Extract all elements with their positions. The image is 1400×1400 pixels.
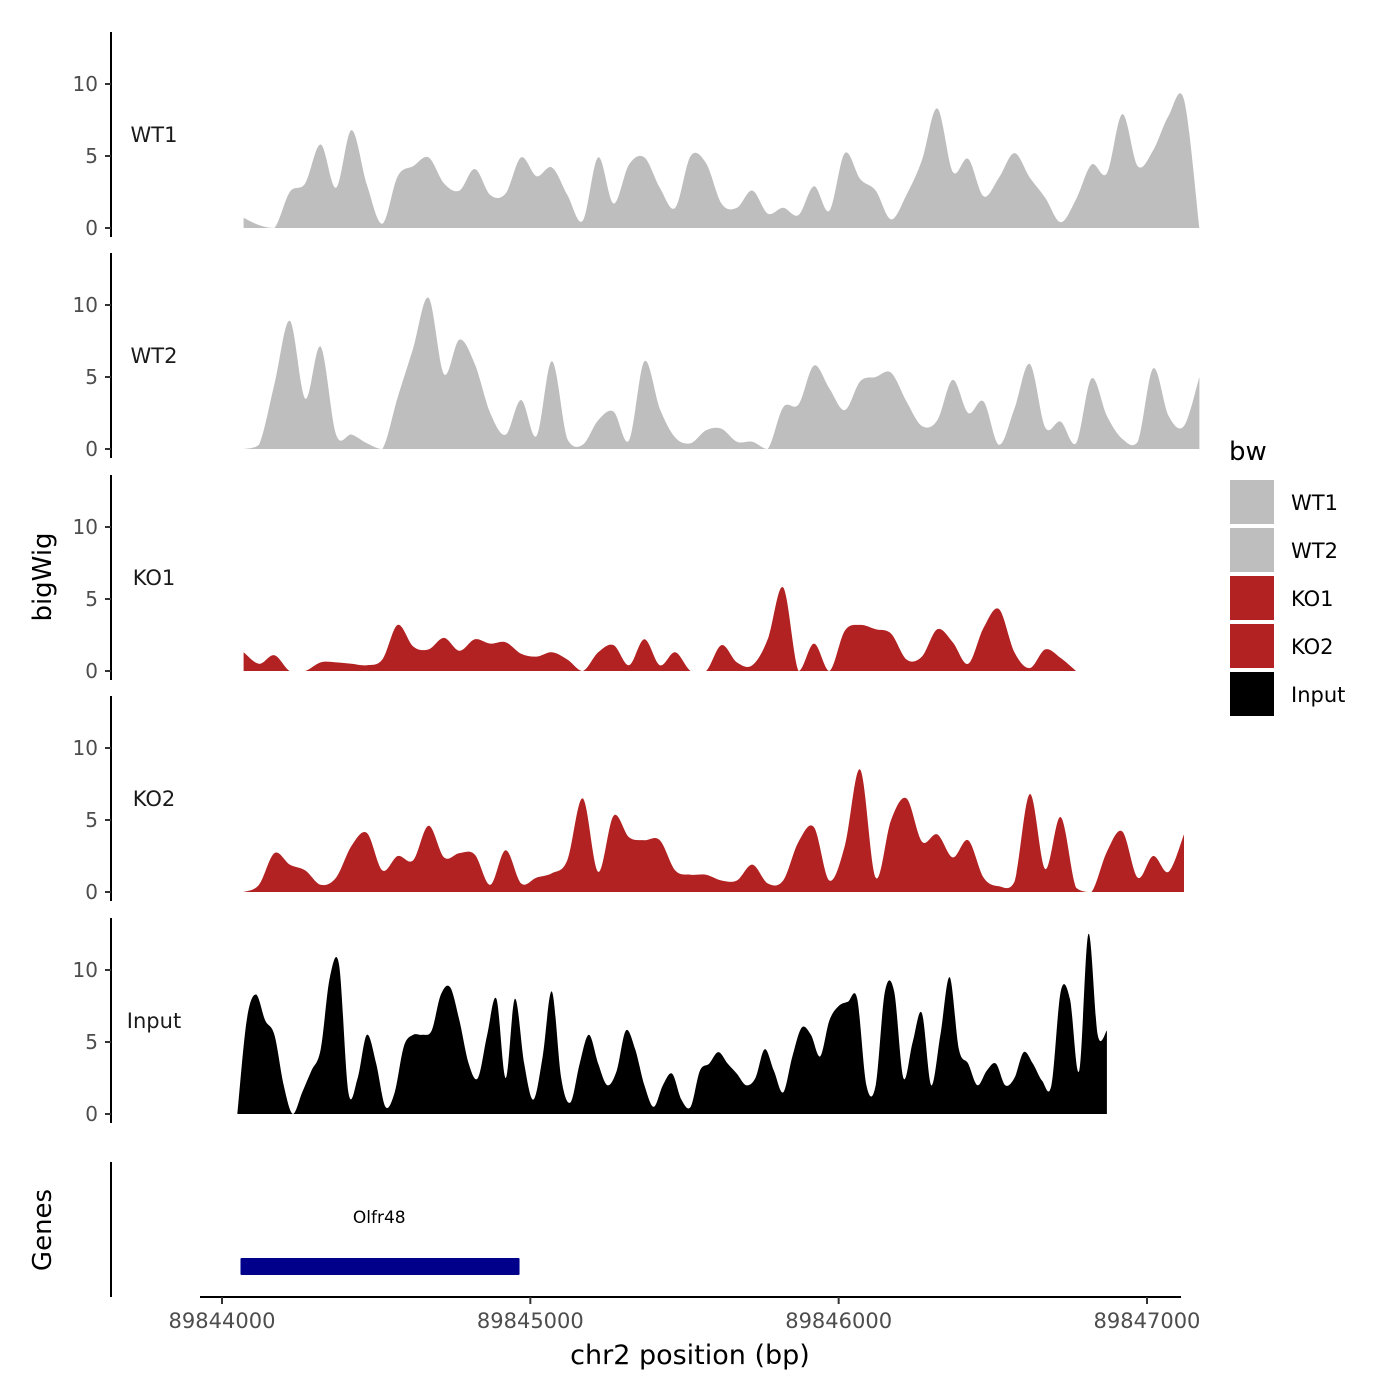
y-tick-label-ko1-10: 10 — [73, 515, 98, 539]
gene-bar-olfr48 — [240, 1258, 520, 1275]
y-tick-label-wt2-10: 10 — [73, 293, 98, 317]
track-area-ko1 — [243, 587, 1077, 671]
legend-swatch-wt1 — [1230, 480, 1274, 524]
x-tick-label-89845000: 89845000 — [477, 1309, 584, 1333]
track-wt1: 0 5 10 WT1 — [73, 32, 1200, 240]
legend-title: bw — [1229, 437, 1267, 467]
y-tick-label-ko2-0: 0 — [85, 880, 98, 904]
y-tick-label-input-5: 5 — [85, 1030, 98, 1054]
x-tick-label-89847000: 89847000 — [1094, 1309, 1201, 1333]
y-tick-label-wt1-0: 0 — [85, 216, 98, 240]
x-tick-label-89844000: 89844000 — [169, 1309, 276, 1333]
legend: bw WT1 WT2 KO1 KO2 Input — [1229, 437, 1345, 716]
legend-swatch-input — [1230, 672, 1274, 716]
gene-label: Olfr48 — [353, 1208, 406, 1228]
legend-label-ko1: KO1 — [1291, 587, 1334, 611]
gene-panel: Olfr48 Genes — [28, 1162, 520, 1297]
track-area-input — [237, 933, 1107, 1114]
y-tick-label-wt1-5: 5 — [85, 144, 98, 168]
y-tick-label-wt2-0: 0 — [85, 437, 98, 461]
track-label-wt1: WT1 — [131, 123, 178, 147]
legend-label-ko2: KO2 — [1291, 635, 1334, 659]
track-ko2: 0 5 10 KO2 — [73, 696, 1185, 904]
y-tick-label-ko1-5: 5 — [85, 587, 98, 611]
legend-swatch-ko2 — [1230, 624, 1274, 668]
legend-swatch-wt2 — [1230, 528, 1274, 572]
y-tick-label-wt2-5: 5 — [85, 365, 98, 389]
legend-swatch-ko1 — [1230, 576, 1274, 620]
track-panels: 0 5 10 WT1 0 5 10 WT2 0 5 10 KO1 0 5 10 KO2 0 5 10 Input — [73, 32, 1200, 1126]
legend-label-wt2: WT2 — [1291, 539, 1338, 563]
x-tick-label-89846000: 89846000 — [785, 1309, 892, 1333]
track-label-wt2: WT2 — [131, 344, 178, 368]
x-axis: 89844000 89845000 89846000 89847000 — [169, 1296, 1201, 1333]
track-label-input: Input — [127, 1009, 181, 1033]
track-area-wt1 — [243, 93, 1200, 228]
track-label-ko1: KO1 — [133, 566, 176, 590]
track-area-ko2 — [243, 769, 1185, 892]
y-tick-label-ko1-0: 0 — [85, 659, 98, 683]
legend-label-input: Input — [1291, 683, 1345, 707]
legend-label-wt1: WT1 — [1291, 491, 1338, 515]
track-wt2: 0 5 10 WT2 — [73, 253, 1200, 461]
x-axis-title: chr2 position (bp) — [570, 1340, 810, 1371]
genes-axis-title: Genes — [28, 1189, 58, 1271]
y-tick-label-ko2-5: 5 — [85, 808, 98, 832]
y-tick-label-input-0: 0 — [85, 1102, 98, 1126]
y-tick-label-input-10: 10 — [73, 958, 98, 982]
y-tick-label-ko2-10: 10 — [73, 736, 98, 760]
track-label-ko2: KO2 — [133, 787, 176, 811]
y-tick-label-wt1-10: 10 — [73, 72, 98, 96]
track-area-wt2 — [243, 297, 1200, 449]
y-axis-title: bigWig — [28, 532, 58, 621]
track-input: 0 5 10 Input — [73, 918, 1107, 1126]
track-ko1: 0 5 10 KO1 — [73, 475, 1077, 683]
